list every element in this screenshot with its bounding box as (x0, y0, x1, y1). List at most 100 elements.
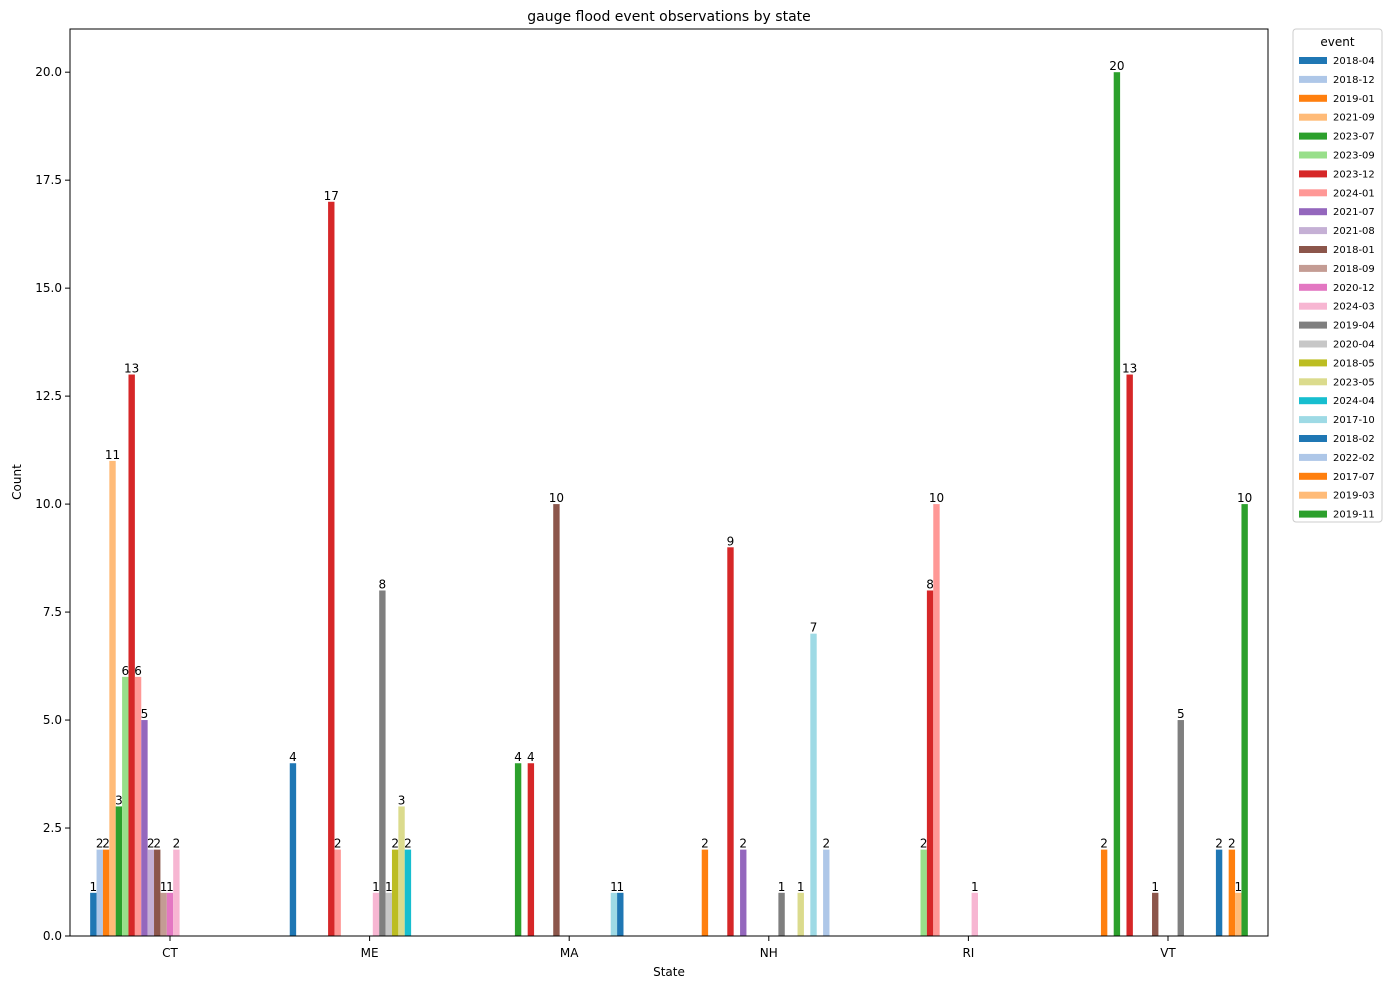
legend-swatch (1299, 227, 1327, 235)
legend-swatch (1299, 208, 1327, 216)
legend-swatch (1299, 283, 1327, 291)
bar-ct-2021-09 (109, 460, 116, 936)
bar-vt-2019-03 (1235, 892, 1242, 936)
bar-value-label: 1 (797, 880, 805, 894)
bar-nh-2023-12 (727, 547, 734, 936)
bar-value-label: 17 (324, 189, 339, 203)
bar-nh-2023-05 (797, 892, 804, 936)
legend-entry-label: 2018-09 (1333, 264, 1375, 275)
bar-ct-2024-03 (173, 849, 180, 936)
bar-ct-2023-07 (115, 806, 123, 936)
bar-value-label: 10 (1237, 491, 1252, 505)
bar-ma-2023-07 (514, 763, 522, 936)
x-axis-label: State (653, 965, 685, 979)
bar-ct-2021-07 (141, 720, 148, 936)
bar-vt-2023-07 (1113, 72, 1121, 936)
x-axis: CT ME MA NH RI VT (162, 936, 1176, 960)
bar-vt-2019-04 (1177, 720, 1184, 936)
y-tick-label: 12.5 (35, 389, 62, 403)
legend-entry-label: 2017-07 (1333, 472, 1375, 483)
bar-me-2024-03 (372, 892, 380, 936)
bar-value-label: 1 (1234, 880, 1242, 894)
bar-value-label: 10 (549, 491, 564, 505)
bar-value-label: 5 (1177, 707, 1185, 721)
bar-value-label: 2 (920, 837, 928, 851)
legend-entry-label: 2020-12 (1333, 283, 1375, 294)
bar-value-label: 8 (379, 577, 387, 591)
bar-value-label: 20 (1109, 59, 1124, 73)
legend-swatch (1299, 57, 1327, 64)
bar-value-label: 1 (372, 880, 380, 894)
bar-value-label: 2 (1100, 837, 1108, 851)
legend-swatch (1299, 75, 1327, 83)
legend-swatch (1299, 510, 1327, 518)
bar-value-label: 10 (929, 491, 944, 505)
legend-entry-label: 2021-09 (1333, 113, 1375, 124)
bar-ct-2020-12 (166, 892, 174, 936)
bar-value-label: 13 (1122, 362, 1137, 376)
bar-ma-2018-01 (553, 504, 560, 936)
x-tick-label-ri: RI (962, 946, 974, 960)
y-tick-label: 10.0 (35, 497, 62, 511)
bar-vt-2019-01 (1100, 849, 1108, 936)
bar-value-label: 1 (166, 880, 174, 894)
legend-swatch (1299, 340, 1327, 348)
bar-value-label: 4 (289, 750, 297, 764)
legend-swatch (1299, 416, 1327, 424)
legend-swatch (1299, 264, 1327, 272)
legend-entry-label: 2023-05 (1333, 377, 1375, 388)
legend-swatch (1299, 359, 1327, 367)
bar-ct-2018-12 (96, 849, 103, 936)
bar-value-label: 4 (527, 750, 535, 764)
legend-entry-label: 2021-08 (1333, 226, 1375, 237)
bar-ri-2024-01 (933, 504, 940, 936)
legend-entry-label: 2023-07 (1333, 132, 1375, 143)
y-axis: 0.0 2.5 5.0 7.5 10.0 12.5 15.0 17.5 20.0 (35, 65, 70, 943)
bar-value-label: 2 (173, 837, 181, 851)
bar-nh-2022-02 (823, 849, 830, 936)
legend-entry-label: 2017-10 (1333, 415, 1375, 426)
bar-me-2020-04 (385, 892, 392, 936)
legend-entry-label: 2023-12 (1333, 169, 1375, 180)
bar-ma-2018-02 (617, 892, 624, 936)
legend-swatch (1299, 132, 1327, 140)
legend-swatch (1299, 94, 1327, 102)
bar-value-label: 1 (385, 880, 393, 894)
legend-swatch (1299, 321, 1327, 329)
legend: event 2018-04 2018-12 2019-01 2021-09 2023-07… (1292, 28, 1383, 523)
bar-ct-2018-01 (154, 849, 161, 936)
legend-swatch (1299, 113, 1327, 121)
x-tick-label-ma: MA (560, 946, 579, 960)
bar-me-2024-01 (334, 849, 341, 936)
bar-value-label: 1 (778, 880, 786, 894)
bar-value-label: 9 (727, 534, 735, 548)
legend-swatch (1299, 189, 1327, 197)
bar-value-label: 13 (124, 362, 139, 376)
bar-me-2023-05 (398, 806, 405, 936)
legend-entry-label: 2024-01 (1333, 188, 1375, 199)
legend-swatch (1299, 246, 1327, 253)
bar-value-label: 3 (398, 793, 406, 807)
y-tick-label: 7.5 (43, 605, 62, 619)
bar-value-label: 5 (141, 707, 149, 721)
bar-value-label: 2 (102, 837, 110, 851)
chart-title: gauge flood event observations by state (527, 9, 811, 25)
y-axis-label: Count (10, 464, 24, 500)
bar-value-label: 1 (90, 880, 98, 894)
legend-entry-label: 2018-12 (1333, 75, 1375, 86)
bar-ct-2019-01 (102, 849, 110, 936)
bar-value-label: 2 (822, 837, 830, 851)
bar-value-label: 2 (701, 837, 709, 851)
legend-swatch (1299, 151, 1327, 159)
bars-layer (90, 72, 1248, 936)
bar-me-2018-05 (391, 849, 399, 936)
legend-entry-label: 2018-01 (1333, 245, 1375, 256)
bar-value-label: 2 (739, 837, 747, 851)
bar-vt-2018-01 (1152, 892, 1159, 936)
plot-frame (69, 28, 1269, 937)
bar-nh-2017-10 (810, 633, 817, 936)
bar-vt-2019-11 (1241, 504, 1248, 936)
legend-entry-label: 2024-03 (1333, 302, 1375, 313)
